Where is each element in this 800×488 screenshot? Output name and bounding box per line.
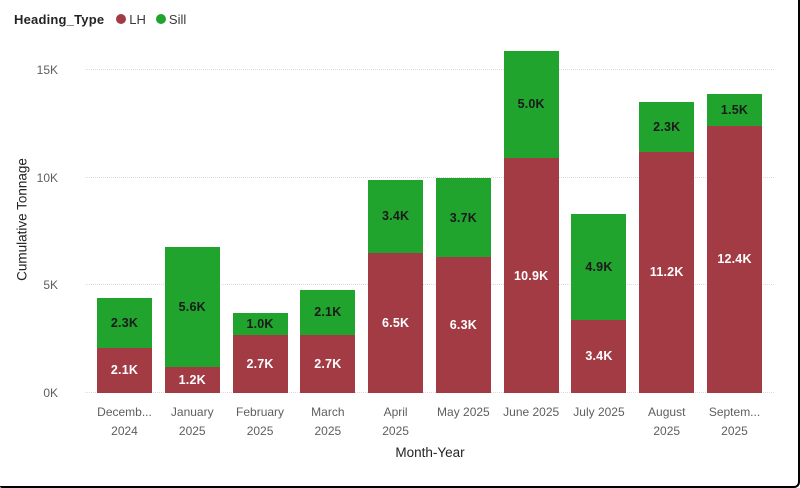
y-tick-label: 0K <box>43 386 58 400</box>
legend-title: Heading_Type <box>14 11 105 27</box>
y-tick-label: 10K <box>36 170 58 185</box>
x-tick-label: Decemb... 2024 <box>97 405 152 438</box>
bar-segment-sill[interactable]: 5.6K <box>164 246 220 368</box>
legend-item-label: LH <box>129 11 146 27</box>
bar-data-label: 10.9K <box>513 268 549 283</box>
legend-item-label: Sill <box>168 11 187 27</box>
x-axis-ticks: Decemb... 2024 January 2025 February 2025 Marc… <box>0 403 798 445</box>
bar-data-label: 3.4K <box>382 209 410 224</box>
bar-data-label: 1.0K <box>246 317 274 332</box>
bar-segment-sill[interactable]: 4.9K <box>571 214 627 320</box>
bar-segment-lh[interactable]: 6.3K <box>435 257 491 393</box>
bar-segment-sill[interactable]: 2.3K <box>639 102 695 152</box>
x-tick-label: February 2025 <box>236 405 285 438</box>
legend: Heading_Type LH Sill <box>14 9 196 29</box>
bar-data-label: 2.1K <box>314 305 342 320</box>
gridline-15K <box>85 68 774 70</box>
bar-data-label: 2.3K <box>110 316 139 331</box>
plot-area: 2.1K 2.3K 1.2K 5.6K 2.7K 1.0K 2.7K 2.1K 6.5K 3.4K… <box>85 45 774 393</box>
x-tick-label: Septem... 2025 <box>708 405 761 438</box>
bar-data-label: 1.5K <box>720 102 749 117</box>
bar-segment-lh[interactable]: 12.4K <box>707 125 763 393</box>
bar-february-2025: 2.7K 1.0K <box>232 313 288 393</box>
bar-data-label: 4.9K <box>585 260 613 275</box>
bar-data-label: 5.6K <box>178 299 206 314</box>
bar-data-label: 12.4K <box>717 252 752 267</box>
bar-segment-lh[interactable]: 6.5K <box>368 253 424 393</box>
y-axis-ticks: 0K 5K 10K 15K <box>0 45 58 400</box>
bar-segment-sill[interactable]: 1.0K <box>232 313 288 335</box>
bar-segment-lh[interactable]: 2.1K <box>97 347 152 393</box>
bar-data-label: 3.7K <box>449 210 477 225</box>
bar-data-label: 6.5K <box>382 316 410 331</box>
bar-segment-lh[interactable]: 10.9K <box>503 158 559 393</box>
bar-data-label: 2.3K <box>653 120 681 135</box>
bar-segment-lh[interactable]: 3.4K <box>571 319 627 393</box>
bar-july-2025: 3.4K 4.9K <box>571 214 627 393</box>
bar-segment-sill[interactable]: 3.4K <box>368 179 424 254</box>
x-tick-label: August 2025 <box>648 405 686 438</box>
gridline-0K <box>85 392 774 393</box>
x-tick-label: January 2025 <box>170 405 214 438</box>
bar-segment-sill[interactable]: 2.1K <box>300 289 356 335</box>
x-tick-label: March 2025 <box>311 405 345 438</box>
bar-segment-lh[interactable]: 2.7K <box>232 334 288 393</box>
bar-data-label: 5.0K <box>517 97 545 112</box>
lh-series-dot-icon <box>116 14 127 24</box>
bar-data-label: 2.7K <box>246 356 274 371</box>
bar-data-label: 3.4K <box>585 349 613 364</box>
bar-data-label: 2.1K <box>110 363 139 378</box>
bar-segment-lh[interactable]: 2.7K <box>300 334 356 393</box>
bar-data-label: 2.7K <box>314 356 342 371</box>
bar-segment-sill[interactable]: 5.0K <box>503 50 559 159</box>
bar-may-2025: 6.3K 3.7K <box>435 177 491 393</box>
bar-segment-sill[interactable]: 2.3K <box>97 298 152 348</box>
legend-item-sill[interactable]: Sill <box>155 11 187 27</box>
bar-segment-lh[interactable]: 1.2K <box>164 367 220 393</box>
x-tick-label: May 2025 <box>437 405 490 419</box>
bar-segment-sill[interactable]: 3.7K <box>435 177 491 258</box>
bar-septem-2025: 12.4K 1.5K <box>707 93 763 393</box>
bar-data-label: 11.2K <box>649 265 684 280</box>
bar-segment-lh[interactable]: 11.2K <box>639 151 695 393</box>
gridline-5K <box>85 284 774 286</box>
legend-item-lh[interactable]: LH <box>116 12 146 27</box>
x-tick-label: June 2025 <box>503 405 560 419</box>
bar-data-label: 6.3K <box>449 318 477 333</box>
bar-data-label: 1.2K <box>178 373 206 388</box>
y-tick-label: 15K <box>36 62 58 77</box>
sill-series-dot-icon <box>155 14 166 24</box>
y-tick-label: 5K <box>43 278 58 293</box>
bar-august-2025: 11.2K 2.3K <box>639 102 695 393</box>
bar-march-2025: 2.7K 2.1K <box>300 289 356 393</box>
x-tick-label: July 2025 <box>573 405 625 419</box>
bar-segment-sill[interactable]: 1.5K <box>707 93 763 126</box>
x-axis-title: Month-Year <box>395 445 465 460</box>
gridline-10K <box>85 176 774 178</box>
x-tick-label: April 2025 <box>382 405 409 438</box>
bar-june-2025: 10.9K 5.0K <box>503 50 559 393</box>
bar-january-2025: 1.2K 5.6K <box>164 246 220 393</box>
bar-decemb-2024: 2.1K 2.3K <box>97 298 152 393</box>
bar-april-2025: 6.5K 3.4K <box>368 179 424 393</box>
